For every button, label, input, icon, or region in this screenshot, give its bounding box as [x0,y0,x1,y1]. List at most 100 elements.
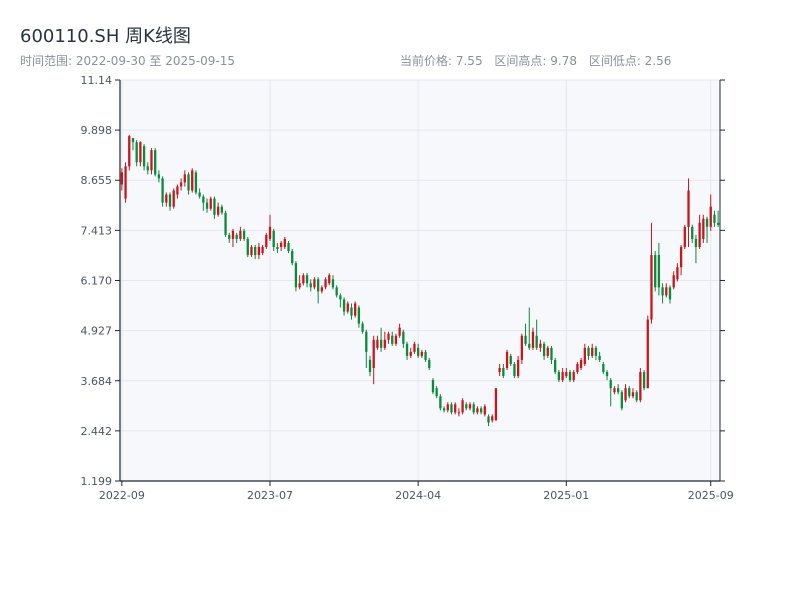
candle-body [561,372,564,381]
candle-body [602,363,605,373]
candle-body [183,174,186,183]
candle-body [120,172,123,185]
candle-body [439,396,442,409]
candle-body [520,335,523,360]
candle-body [335,287,338,296]
candle-body [346,303,349,312]
candle-body [228,234,231,239]
chart-title: 600110.SH 周K线图 [20,26,191,47]
candle-body [213,198,216,215]
candle-body [202,196,205,203]
candle-body [431,380,435,393]
candle-body [646,319,649,389]
candle-body [679,246,683,268]
candle-body [305,275,309,284]
candle-body [287,242,290,252]
candle-body [494,388,498,421]
candle-body [154,150,157,175]
candle-body [709,206,712,227]
candle-body [717,222,720,225]
y-tick-label: 9.898 [81,124,113,137]
candle-body [402,331,405,344]
candle-body [568,372,572,381]
candle-body [291,251,294,264]
candle-body [179,182,183,187]
candle-body [450,404,453,413]
candle-body [246,238,249,256]
candle-body [124,166,127,199]
candle-body [479,408,483,413]
x-tick-label: 2024-04 [395,489,441,502]
candle-body [209,198,212,209]
candle-body [687,190,690,227]
candle-body [691,226,694,239]
candle-body [302,275,305,284]
candle-body [394,335,398,344]
candle-body [368,359,372,373]
candle-body [654,255,657,288]
candle-body [350,307,353,316]
candle-body [224,212,227,235]
y-tick-label: 11.14 [81,74,113,87]
y-tick-label: 4.927 [81,325,113,338]
candle-body [357,307,361,324]
candle-body [498,368,501,373]
candle-body [279,242,283,247]
candle-body [457,412,461,414]
candle-body [172,190,175,207]
candle-body [531,331,535,348]
candle-body [428,359,431,369]
candle-body [405,343,409,356]
candle-body [420,351,423,356]
candle-body [372,339,375,369]
candle-body [642,372,646,389]
candle-body [635,392,638,401]
candle-body [446,404,449,411]
candle-body [472,404,475,413]
candle-body [317,279,320,292]
candle-body [379,339,383,348]
date-range-label: 时间范围: 2022-09-30 至 2025-09-15 [20,54,235,68]
candle-body [502,368,505,377]
candle-body [465,404,468,409]
candle-body [176,186,179,195]
y-tick-label: 3.684 [81,375,113,388]
x-tick-label: 2025-09 [688,489,734,502]
candle-body [324,279,327,288]
candle-body [309,283,312,288]
candle-body [131,138,135,143]
candle-body [328,275,331,284]
candle-body [694,238,698,247]
y-tick-label: 2.442 [81,425,113,438]
candle-body [713,214,716,223]
candle-body [550,347,553,360]
candle-body [257,246,261,256]
candle-body [398,327,401,336]
candle-body [505,351,509,369]
candle-body [657,255,661,288]
candle-body [313,279,316,288]
y-tick-label: 7.413 [81,224,113,237]
candle-body [598,355,601,360]
candle-body [572,372,575,381]
candle-body [442,408,446,411]
candle-body [676,267,679,280]
candle-body [320,287,323,292]
candle-body [424,351,427,360]
candle-body [509,355,512,364]
candle-body [628,388,631,397]
candle-body [539,343,542,348]
candle-body [513,363,516,377]
candle-body [665,287,668,296]
candle-body [587,347,590,356]
candle-body [128,136,131,167]
candle-body [198,192,201,197]
y-tick-label: 8.655 [81,174,113,187]
candle-body [168,194,172,207]
candle-body [354,303,357,316]
candle-body [265,234,268,247]
candle-body [672,275,675,288]
candle-body [565,372,568,377]
candle-body [387,333,390,340]
